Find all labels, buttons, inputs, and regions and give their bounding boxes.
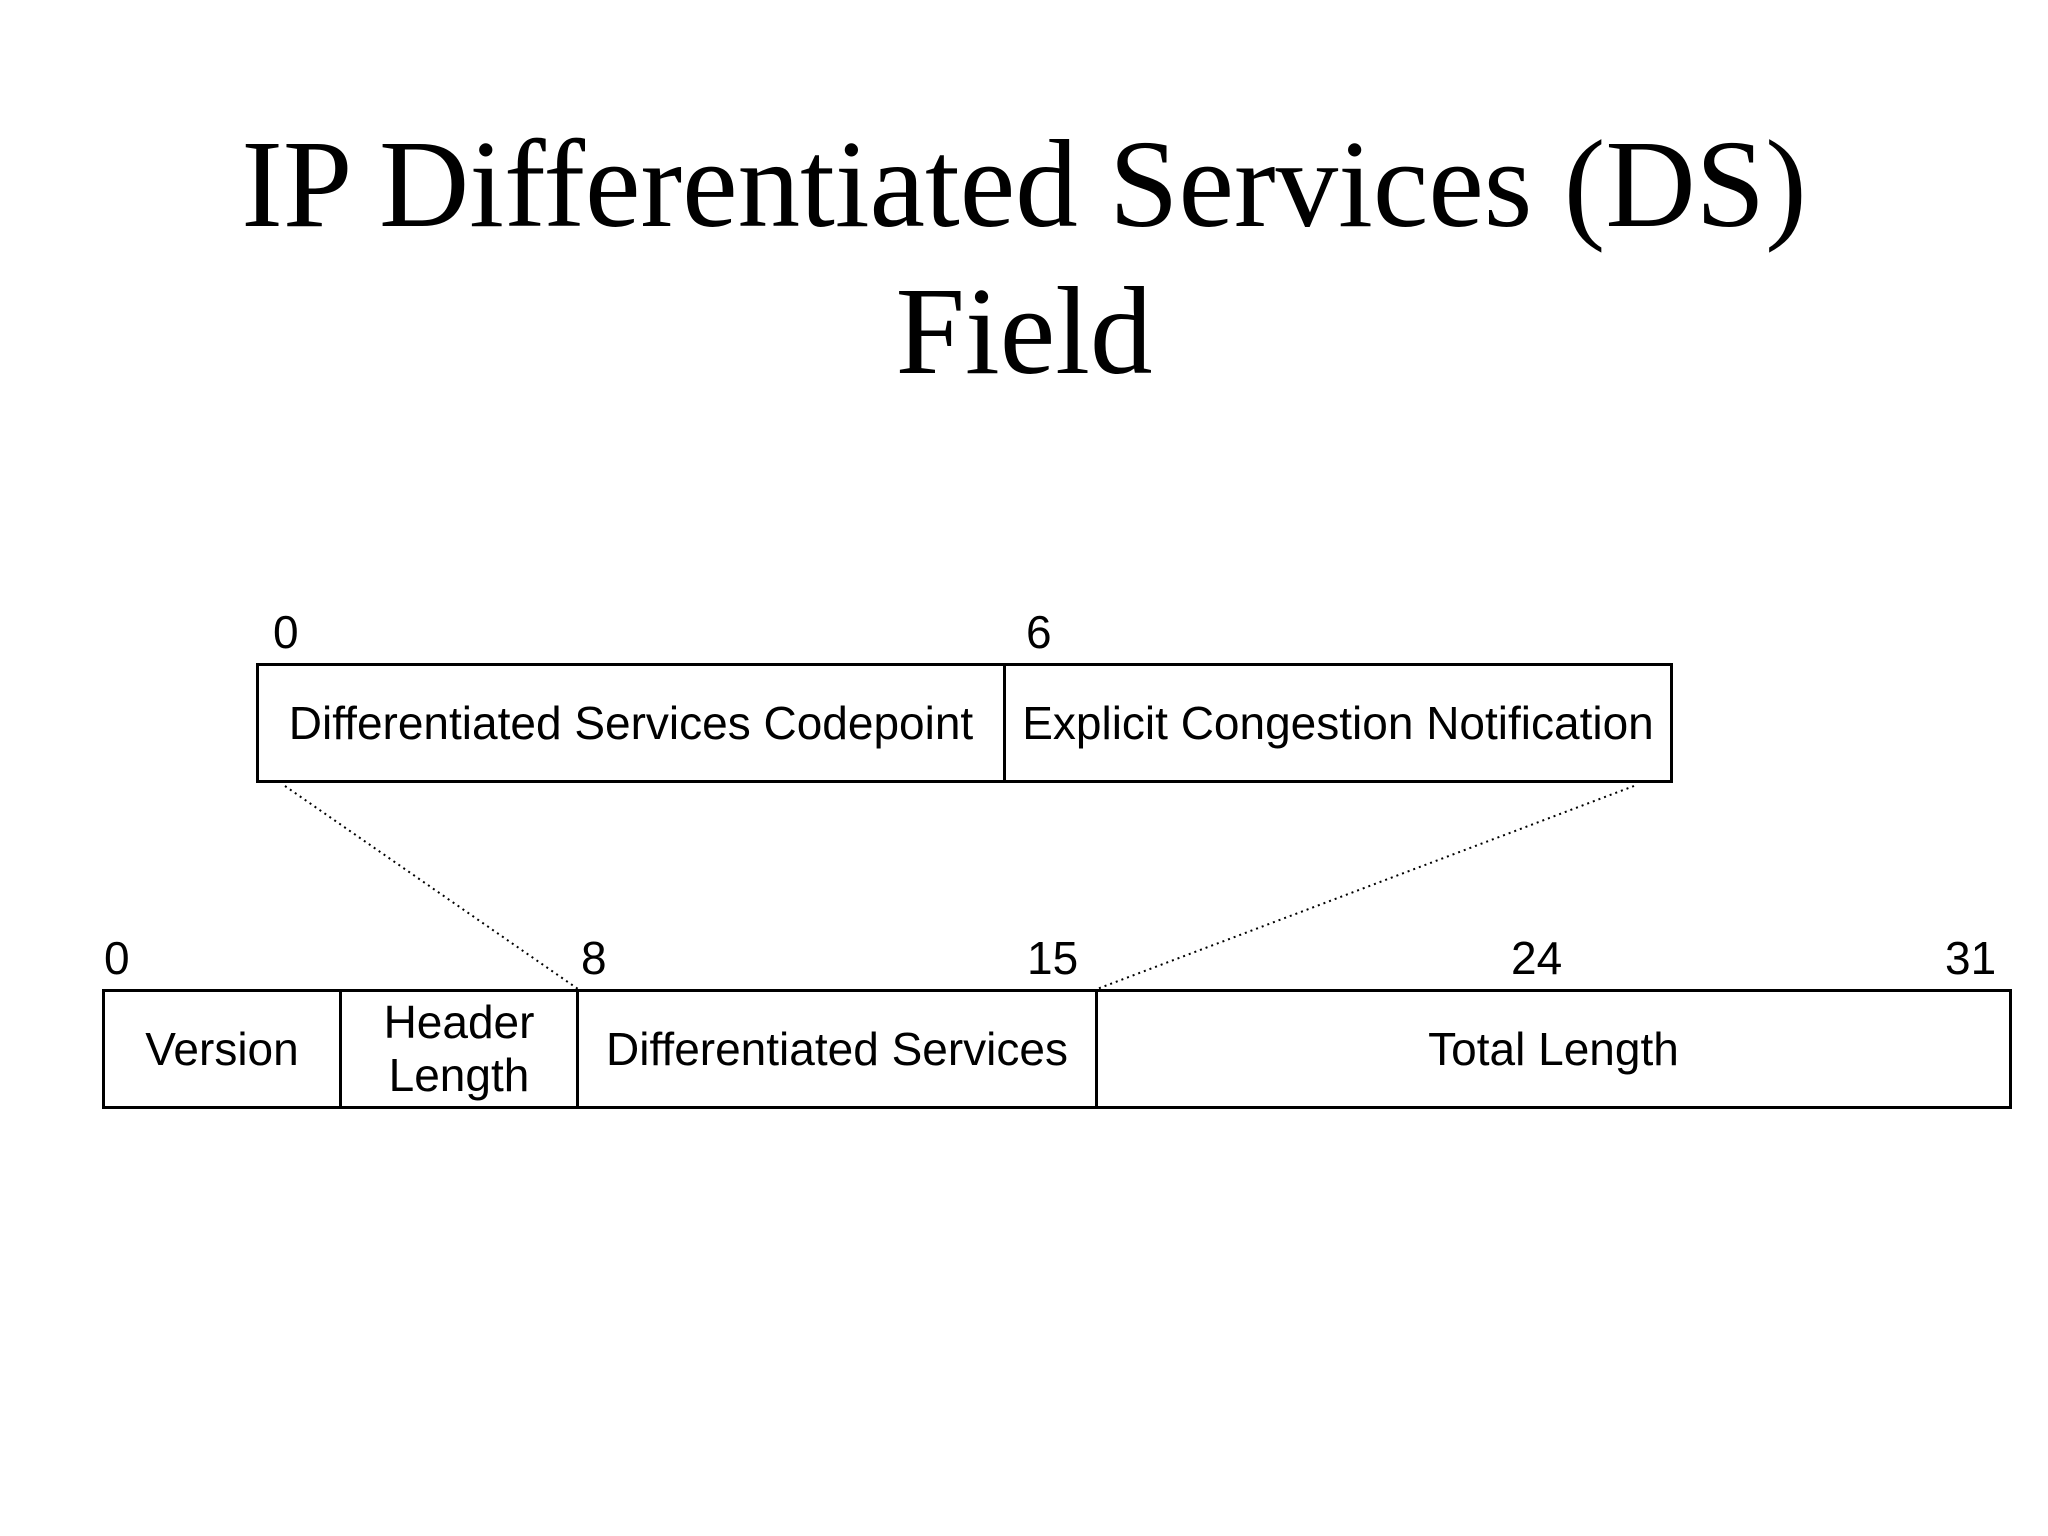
- slide-title-line2: Field: [895, 263, 1153, 402]
- header-length-cell: Header Length: [342, 992, 579, 1106]
- differentiated-services-label: Differentiated Services: [606, 1022, 1068, 1075]
- ds-field-box: Differentiated Services Codepoint Explic…: [256, 663, 1673, 783]
- connector-line-left: [284, 785, 579, 990]
- ds-bit-label-0: 0: [273, 606, 299, 658]
- ip-bit-label-0: 0: [104, 932, 130, 984]
- dscp-label: Differentiated Services Codepoint: [288, 696, 974, 749]
- total-length-cell: Total Length: [1098, 992, 2009, 1106]
- differentiated-services-cell: Differentiated Services: [579, 992, 1098, 1106]
- ecn-label: Explicit Congestion Notification: [1022, 696, 1654, 749]
- slide-title-line1: IP Differentiated Services (DS): [241, 115, 1807, 254]
- ecn-cell: Explicit Congestion Notification: [1006, 666, 1670, 780]
- ip-bit-label-15: 15: [1027, 932, 1079, 984]
- ip-header-box: Version Header Length Differentiated Ser…: [102, 989, 2012, 1109]
- version-cell: Version: [105, 992, 342, 1106]
- version-label: Version: [145, 1022, 299, 1075]
- dscp-cell: Differentiated Services Codepoint: [259, 666, 1006, 780]
- slide-title: IP Differentiated Services (DS) Field: [0, 112, 2048, 407]
- ip-bit-label-24: 24: [1511, 932, 1563, 984]
- ds-bit-label-6: 6: [1026, 606, 1052, 658]
- ip-bit-label-31: 31: [1945, 932, 1997, 984]
- total-length-label: Total Length: [1428, 1022, 1679, 1075]
- header-length-label: Header Length: [383, 996, 535, 1101]
- ip-bit-label-8: 8: [581, 932, 607, 984]
